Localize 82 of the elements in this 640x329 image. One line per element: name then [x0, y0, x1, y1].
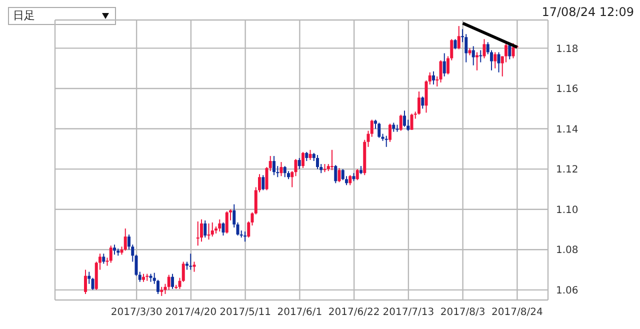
y-tick-label: 1.18 — [556, 44, 578, 55]
candlestick — [102, 253, 106, 264]
candlestick — [504, 42, 508, 63]
candlestick — [403, 110, 406, 128]
y-tick-label: 1.16 — [556, 84, 578, 96]
x-tick-label: 2017/8/24 — [492, 307, 543, 318]
y-tick-label: 1.14 — [556, 124, 578, 136]
candlestick — [494, 52, 497, 69]
candlestick — [247, 220, 250, 238]
candlestick — [334, 164, 338, 184]
y-tick-label: 1.10 — [556, 204, 578, 216]
candlestick — [91, 277, 94, 290]
candlestick — [348, 174, 352, 186]
candlestick — [497, 52, 500, 73]
candlestick — [113, 244, 116, 256]
candlestick — [171, 273, 174, 290]
candlestick — [232, 204, 236, 228]
candlestick — [439, 60, 442, 83]
candlestick — [341, 168, 344, 181]
candlestick — [189, 253, 192, 270]
candlestick — [479, 50, 482, 63]
candlestick — [210, 222, 214, 238]
x-tick-label: 2017/6/1 — [277, 307, 322, 318]
candlestick — [418, 91, 420, 116]
candlestick — [305, 151, 308, 162]
candlestick — [244, 231, 246, 242]
candlestick — [262, 174, 265, 191]
candlestick — [356, 168, 359, 181]
candlestick — [302, 151, 304, 169]
x-tick-label: 2017/7/13 — [382, 307, 434, 318]
candlestick — [378, 122, 381, 138]
candlestick — [283, 166, 286, 178]
candlestick — [472, 46, 475, 66]
candlestick — [457, 26, 460, 50]
candlestick — [512, 42, 515, 59]
candlestick — [225, 210, 228, 234]
candlestick — [308, 149, 312, 160]
candlestick — [167, 274, 170, 290]
candlestick — [236, 222, 240, 236]
y-tick-label: 1.06 — [556, 285, 578, 296]
candlestick — [200, 218, 203, 242]
text: 日足 — [8, 7, 116, 25]
candlestick — [84, 269, 87, 294]
candlestick — [218, 218, 222, 232]
candlestick — [436, 76, 439, 87]
candlestick — [280, 162, 283, 177]
candlestick — [222, 222, 225, 236]
candlestick — [396, 124, 399, 132]
candlestick — [294, 158, 298, 177]
candlestick — [196, 220, 200, 246]
candlestick — [476, 52, 478, 71]
x-tick-label: 2017/3/30 — [110, 307, 162, 318]
candlestick — [410, 113, 414, 130]
candlestick — [399, 114, 402, 132]
y-tick-label: 1.08 — [556, 245, 578, 256]
x-tick-label: 2017/5/11 — [220, 307, 271, 318]
candlestick — [330, 149, 334, 171]
candlestick — [124, 228, 127, 252]
candlestick — [192, 261, 196, 272]
candlestick — [421, 96, 424, 110]
x-tick-label: 2017/8/3 — [440, 307, 486, 318]
x-tick-label: 2017/6/22 — [328, 307, 380, 318]
candlestick — [392, 122, 396, 132]
candlestick — [290, 170, 294, 188]
candlestick — [160, 286, 164, 296]
y-tick-label: 1.12 — [556, 164, 578, 176]
candlestick — [109, 245, 112, 264]
candlestick — [316, 154, 319, 170]
candlestick — [384, 135, 388, 148]
candlestick — [88, 271, 91, 284]
candlestick — [298, 157, 301, 170]
candlestick — [272, 155, 276, 176]
candlestick — [338, 168, 341, 183]
candlestick — [432, 70, 435, 85]
candlestick — [442, 52, 446, 77]
candlestick — [454, 38, 457, 50]
candlestick — [388, 123, 392, 142]
text: 17/08/24 12:09 — [542, 5, 634, 19]
candlestick — [207, 222, 210, 240]
x-tick-label: 2017/4/20 — [165, 307, 217, 318]
candlestick — [204, 220, 207, 238]
candlestick — [482, 38, 486, 59]
